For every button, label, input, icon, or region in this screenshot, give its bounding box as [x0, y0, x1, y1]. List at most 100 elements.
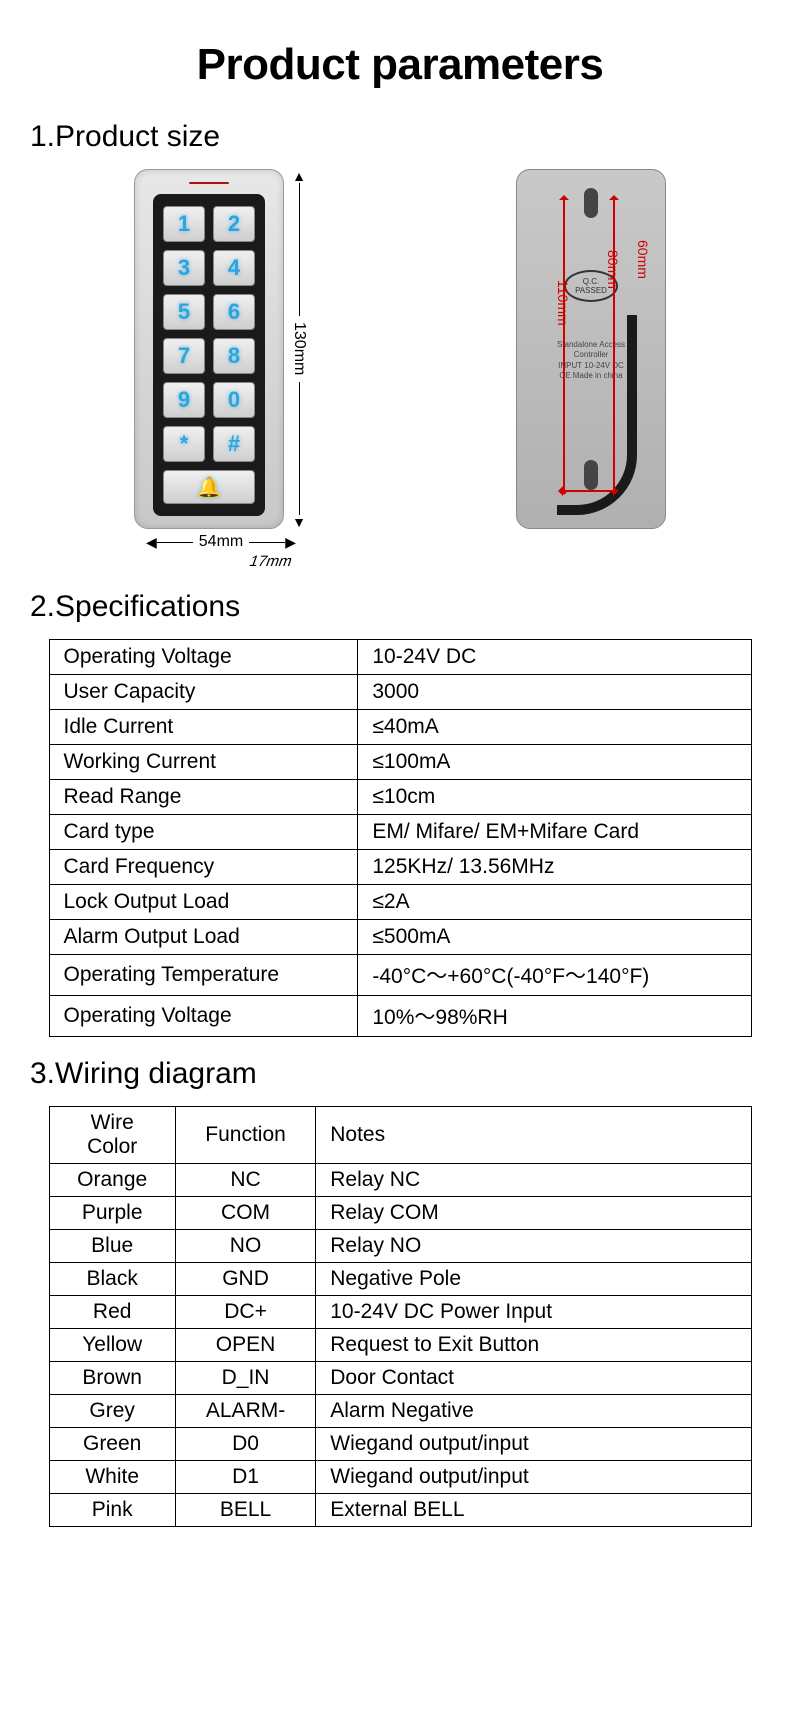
depth-label: 17mm	[247, 553, 295, 570]
device-front: 1234567890*#🔔	[134, 169, 284, 529]
section-title-specs: 2.Specifications	[30, 590, 770, 624]
spec-row: Read Range≤10cm	[49, 780, 751, 815]
keypad-key-7: 7	[163, 338, 205, 374]
wiring-table: Wire Color Function Notes OrangeNCRelay …	[49, 1106, 752, 1527]
wiring-function: GND	[175, 1263, 315, 1296]
wiring-function: D0	[175, 1428, 315, 1461]
spec-row: Card typeEM/ Mifare/ EM+Mifare Card	[49, 815, 751, 850]
arrow-down-icon: ▼	[292, 515, 306, 529]
qc-line1: Q.C.	[583, 277, 599, 286]
section-title-wiring: 3.Wiring diagram	[30, 1057, 770, 1091]
spec-value: ≤100mA	[358, 745, 751, 780]
spec-label: Operating Temperature	[49, 955, 358, 996]
keypad-key-2: 2	[213, 206, 255, 242]
qc-line2: PASSED	[575, 286, 607, 295]
spec-value: 10%～98%RH	[358, 996, 751, 1037]
wiring-function: DC+	[175, 1296, 315, 1329]
wiring-note: Door Contact	[316, 1362, 751, 1395]
wiring-color: Black	[49, 1263, 175, 1296]
spec-row: User Capacity3000	[49, 675, 751, 710]
led-indicator	[189, 182, 229, 184]
back-dim-line-2	[613, 200, 615, 490]
bell-icon: 🔔	[197, 475, 222, 500]
height-dimension: ▲ 130mm ▼	[290, 169, 308, 529]
spec-label: Operating Voltage	[49, 996, 358, 1037]
keypad-key-5: 5	[163, 294, 205, 330]
spec-label: Alarm Output Load	[49, 920, 358, 955]
spec-row: Operating Temperature-40°C～+60°C(-40°F～1…	[49, 955, 751, 996]
back-dim-line-h	[563, 490, 613, 492]
wiring-row: BlueNORelay NO	[49, 1230, 751, 1263]
wiring-header-notes: Notes	[316, 1107, 751, 1164]
wiring-header-function: Function	[175, 1107, 315, 1164]
keypad-bell-key: 🔔	[163, 470, 255, 504]
wiring-row: BrownD_INDoor Contact	[49, 1362, 751, 1395]
back-dim-3: 60mm	[635, 240, 651, 279]
spec-value: -40°C～+60°C(-40°F～140°F)	[358, 955, 751, 996]
product-size-figures: 1234567890*#🔔 ▲ 130mm ▼ ◀ 54mm ▶ 17mm Q.…	[30, 169, 770, 570]
wiring-row: RedDC+10-24V DC Power Input	[49, 1296, 751, 1329]
wiring-color: Orange	[49, 1164, 175, 1197]
wiring-note: Relay NC	[316, 1164, 751, 1197]
keypad-key-#: #	[213, 426, 255, 462]
page-title: Product parameters	[30, 40, 770, 90]
wiring-color: Red	[49, 1296, 175, 1329]
keypad-key-1: 1	[163, 206, 205, 242]
wiring-row: GreenD0Wiegand output/input	[49, 1428, 751, 1461]
wiring-row: BlackGNDNegative Pole	[49, 1263, 751, 1296]
wiring-color: Pink	[49, 1494, 175, 1527]
keypad-key-6: 6	[213, 294, 255, 330]
spec-value: EM/ Mifare/ EM+Mifare Card	[358, 815, 751, 850]
wiring-color: White	[49, 1461, 175, 1494]
front-view-wrap: 1234567890*#🔔 ▲ 130mm ▼ ◀ 54mm ▶ 17mm	[134, 169, 308, 570]
arrow-up-icon: ▲	[292, 169, 306, 183]
spec-row: Working Current≤100mA	[49, 745, 751, 780]
back-dim-1: 110mm	[555, 280, 571, 326]
keypad-key-4: 4	[213, 250, 255, 286]
wiring-note: Negative Pole	[316, 1263, 751, 1296]
wiring-function: COM	[175, 1197, 315, 1230]
spec-label: Lock Output Load	[49, 885, 358, 920]
wiring-note: Relay COM	[316, 1197, 751, 1230]
spec-label: Card type	[49, 815, 358, 850]
spec-label: Idle Current	[49, 710, 358, 745]
wiring-color: Yellow	[49, 1329, 175, 1362]
spec-value: ≤500mA	[358, 920, 751, 955]
wiring-note: External BELL	[316, 1494, 751, 1527]
keypad-key-3: 3	[163, 250, 205, 286]
arrow-right-icon: ▶	[285, 535, 296, 549]
wiring-color: Green	[49, 1428, 175, 1461]
wiring-color: Grey	[49, 1395, 175, 1428]
spec-row: Idle Current≤40mA	[49, 710, 751, 745]
wiring-note: Request to Exit Button	[316, 1329, 751, 1362]
wiring-row: PurpleCOMRelay COM	[49, 1197, 751, 1230]
spec-value: ≤10cm	[358, 780, 751, 815]
keypad-key-9: 9	[163, 382, 205, 418]
spec-label: User Capacity	[49, 675, 358, 710]
keypad-key-8: 8	[213, 338, 255, 374]
cable	[557, 315, 637, 515]
keypad-frame: 1234567890*#🔔	[153, 194, 265, 516]
wiring-color: Purple	[49, 1197, 175, 1230]
spec-value: ≤2A	[358, 885, 751, 920]
spec-label: Working Current	[49, 745, 358, 780]
wiring-function: NO	[175, 1230, 315, 1263]
wiring-color: Blue	[49, 1230, 175, 1263]
spec-label: Read Range	[49, 780, 358, 815]
spec-row: Operating Voltage10-24V DC	[49, 640, 751, 675]
height-label: 130mm	[290, 322, 308, 375]
wiring-note: Relay NO	[316, 1230, 751, 1263]
back-dim-line-1	[563, 200, 565, 490]
spec-row: Card Frequency125KHz/ 13.56MHz	[49, 850, 751, 885]
wiring-function: ALARM-	[175, 1395, 315, 1428]
spec-row: Operating Voltage10%～98%RH	[49, 996, 751, 1037]
wiring-function: D1	[175, 1461, 315, 1494]
spec-value: 125KHz/ 13.56MHz	[358, 850, 751, 885]
wiring-note: 10-24V DC Power Input	[316, 1296, 751, 1329]
section-title-size: 1.Product size	[30, 120, 770, 154]
spec-label: Operating Voltage	[49, 640, 358, 675]
wiring-function: NC	[175, 1164, 315, 1197]
keypad-key-0: 0	[213, 382, 255, 418]
spec-value: ≤40mA	[358, 710, 751, 745]
wiring-row: OrangeNCRelay NC	[49, 1164, 751, 1197]
